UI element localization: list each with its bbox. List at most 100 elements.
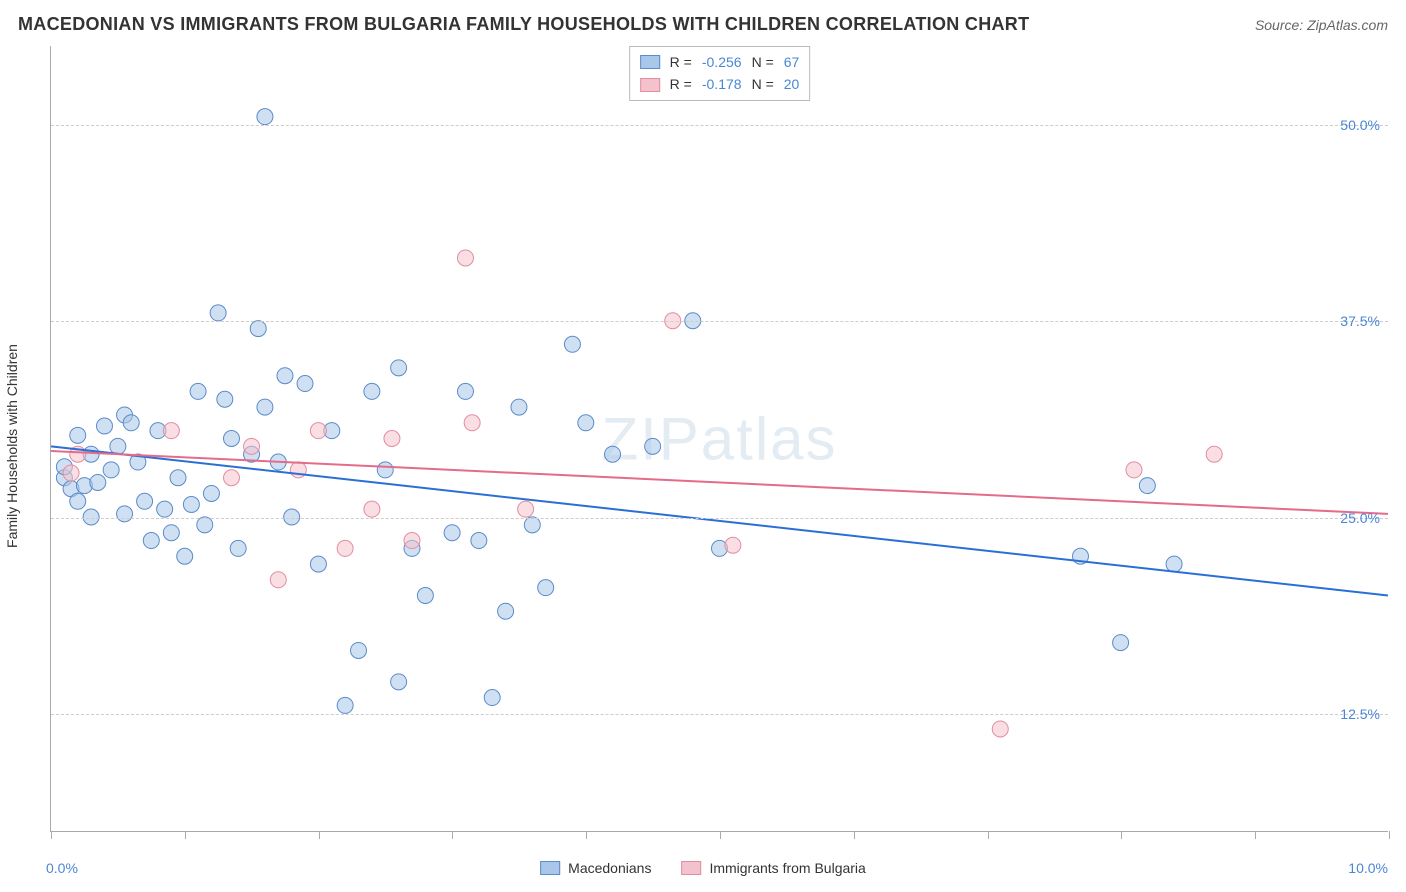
data-point [417, 588, 433, 604]
data-point [310, 556, 326, 572]
data-point [250, 321, 266, 337]
x-axis-max-label: 10.0% [1348, 860, 1388, 876]
data-point [337, 697, 353, 713]
gridline [51, 321, 1388, 322]
x-tick [586, 831, 587, 839]
data-point [224, 431, 240, 447]
x-tick [51, 831, 52, 839]
stat-n-value-2: 20 [784, 73, 800, 95]
x-tick [319, 831, 320, 839]
data-point [391, 360, 407, 376]
data-point [163, 423, 179, 439]
data-point [464, 415, 480, 431]
legend-label-2: Immigrants from Bulgaria [709, 860, 865, 876]
data-point [217, 391, 233, 407]
stat-r-value-1: -0.256 [702, 51, 742, 73]
data-point [143, 533, 159, 549]
gridline [51, 125, 1388, 126]
data-point [230, 540, 246, 556]
y-tick-label: 37.5% [1340, 313, 1380, 329]
x-tick [1389, 831, 1390, 839]
x-tick [720, 831, 721, 839]
data-point [404, 533, 420, 549]
data-point [103, 462, 119, 478]
legend-swatch-1 [540, 861, 560, 875]
data-point [484, 690, 500, 706]
data-point [137, 493, 153, 509]
x-tick [1121, 831, 1122, 839]
data-point [1166, 556, 1182, 572]
data-point [578, 415, 594, 431]
data-point [444, 525, 460, 541]
stats-row-1: R = -0.256 N = 67 [640, 51, 800, 73]
data-point [224, 470, 240, 486]
data-point [310, 423, 326, 439]
data-point [471, 533, 487, 549]
data-point [518, 501, 534, 517]
legend-item-1: Macedonians [540, 860, 651, 876]
legend: Macedonians Immigrants from Bulgaria [540, 860, 866, 876]
data-point [183, 496, 199, 512]
x-tick [185, 831, 186, 839]
data-point [257, 109, 273, 125]
data-point [123, 415, 139, 431]
trend-line [51, 451, 1388, 514]
gridline [51, 518, 1388, 519]
title-row: MACEDONIAN VS IMMIGRANTS FROM BULGARIA F… [18, 14, 1388, 35]
plot-area: ZIPatlas R = -0.256 N = 67 R = -0.178 N … [50, 46, 1388, 832]
data-point [377, 462, 393, 478]
legend-item-2: Immigrants from Bulgaria [681, 860, 865, 876]
stat-n-label: N = [752, 51, 774, 73]
x-axis-min-label: 0.0% [46, 860, 78, 876]
y-axis-title: Family Households with Children [4, 344, 20, 548]
x-tick [452, 831, 453, 839]
data-point [538, 580, 554, 596]
data-point [1206, 446, 1222, 462]
stat-n-label-2: N = [752, 73, 774, 95]
data-point [170, 470, 186, 486]
data-point [203, 485, 219, 501]
data-point [70, 427, 86, 443]
legend-label-1: Macedonians [568, 860, 651, 876]
data-point [384, 431, 400, 447]
swatch-series-2 [640, 78, 660, 92]
data-point [498, 603, 514, 619]
data-point [163, 525, 179, 541]
data-point [70, 493, 86, 509]
data-point [1139, 478, 1155, 494]
data-point [457, 250, 473, 266]
data-point [197, 517, 213, 533]
stats-row-2: R = -0.178 N = 20 [640, 73, 800, 95]
stat-r-value-2: -0.178 [702, 73, 742, 95]
data-point [457, 383, 473, 399]
data-point [190, 383, 206, 399]
gridline [51, 714, 1388, 715]
data-point [270, 572, 286, 588]
data-point [96, 418, 112, 434]
trend-line [51, 446, 1388, 595]
data-point [992, 721, 1008, 737]
stat-r-label: R = [670, 51, 692, 73]
data-point [117, 506, 133, 522]
y-tick-label: 50.0% [1340, 117, 1380, 133]
data-point [63, 465, 79, 481]
data-point [564, 336, 580, 352]
source-attribution: Source: ZipAtlas.com [1255, 17, 1388, 33]
y-tick-label: 25.0% [1340, 510, 1380, 526]
swatch-series-1 [640, 55, 660, 69]
data-point [364, 383, 380, 399]
data-point [90, 474, 106, 490]
data-point [645, 438, 661, 454]
stat-n-value-1: 67 [784, 51, 800, 73]
data-point [605, 446, 621, 462]
data-point [210, 305, 226, 321]
data-point [337, 540, 353, 556]
y-tick-label: 12.5% [1340, 706, 1380, 722]
data-point [244, 438, 260, 454]
data-point [1126, 462, 1142, 478]
data-point [110, 438, 126, 454]
data-point [511, 399, 527, 415]
chart-container: MACEDONIAN VS IMMIGRANTS FROM BULGARIA F… [0, 0, 1406, 892]
data-point [391, 674, 407, 690]
stat-r-label-2: R = [670, 73, 692, 95]
